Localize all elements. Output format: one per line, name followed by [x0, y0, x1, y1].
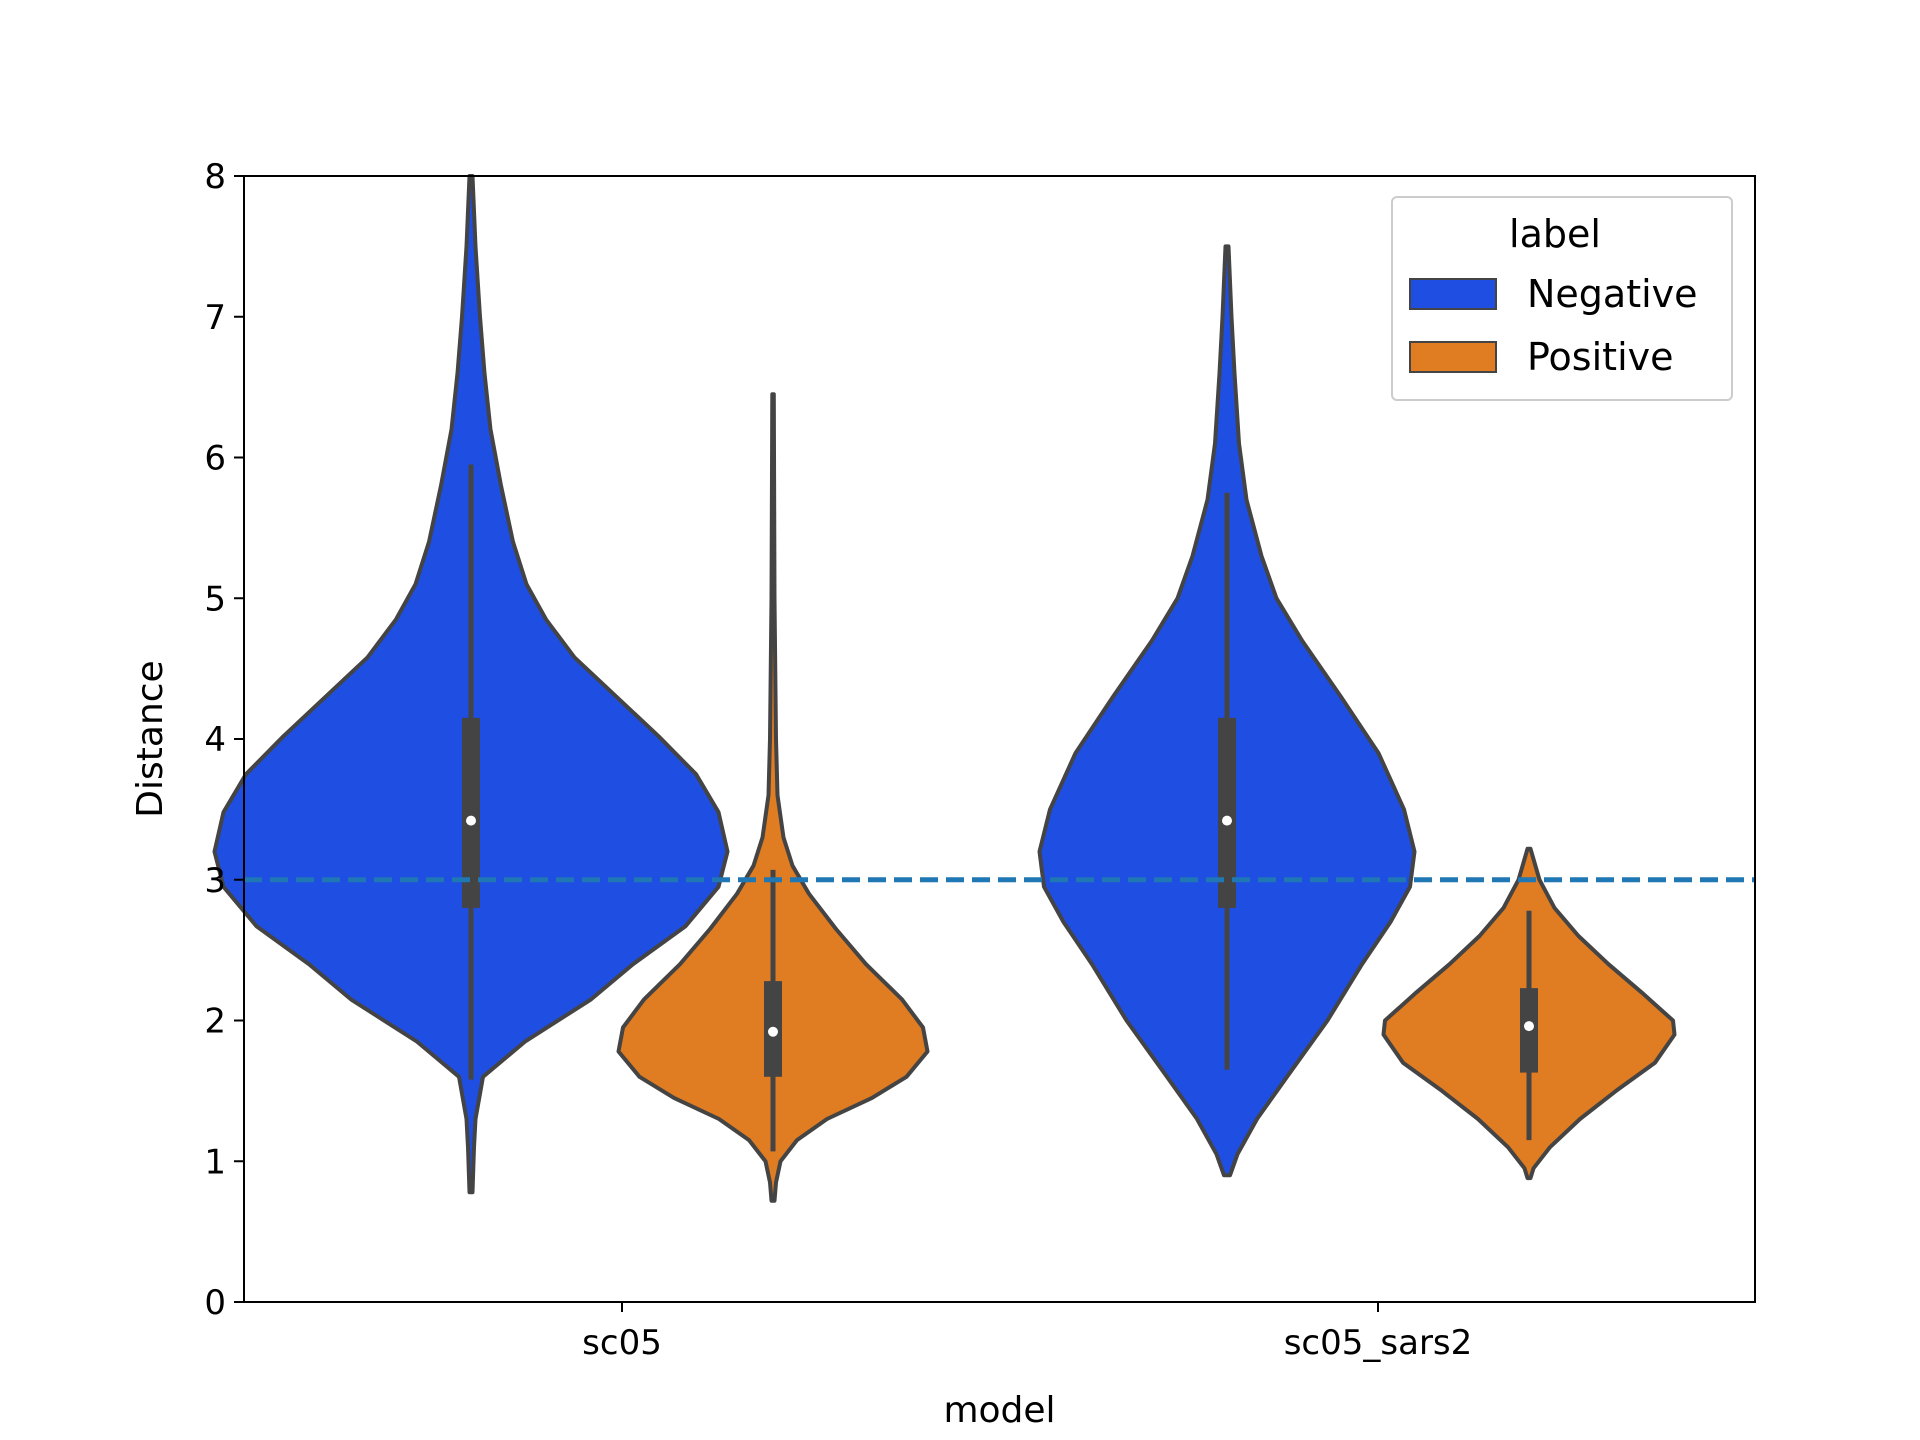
- violin-positive-sc05: [616, 392, 930, 1203]
- x-tick-label: sc05_sars2: [1284, 1323, 1473, 1363]
- iqr-box-negative-sc05: [462, 717, 480, 908]
- y-tick-label: 1: [204, 1142, 226, 1182]
- y-tick-label: 2: [204, 1002, 226, 1042]
- y-tick-label: 5: [204, 579, 226, 619]
- x-axis: sc05 sc05_sars2: [582, 1302, 1472, 1363]
- y-tick-label: 0: [204, 1283, 226, 1323]
- legend: label Negative Positive: [1391, 196, 1733, 401]
- x-tick-label: sc05: [582, 1323, 662, 1363]
- y-tick-label: 4: [204, 720, 226, 760]
- boxes-layer: [462, 464, 1538, 1152]
- y-tick-label: 3: [204, 861, 226, 901]
- y-axis-label: Distance: [130, 660, 171, 817]
- median-dot-negative-sc05: [466, 815, 476, 826]
- median-dot-positive-sc05: [768, 1026, 778, 1037]
- legend-swatch-negative: [1409, 278, 1497, 310]
- x-axis-label: model: [943, 1390, 1055, 1431]
- legend-swatch-positive: [1409, 341, 1497, 373]
- median-dot-positive-sc05-sars2: [1524, 1021, 1534, 1032]
- y-tick-label: 8: [204, 157, 226, 197]
- legend-title: label: [1509, 212, 1601, 256]
- y-tick-label: 6: [204, 439, 226, 479]
- legend-label-negative: Negative: [1527, 272, 1698, 316]
- median-dot-negative-sc05-sars2: [1222, 815, 1232, 826]
- legend-label-positive: Positive: [1527, 335, 1674, 379]
- y-axis: 0 1 2 3 4 5 6 7 8: [204, 157, 244, 1323]
- legend-entries: Negative Positive: [1409, 272, 1698, 379]
- iqr-box-negative-sc05-sars2: [1218, 717, 1236, 908]
- y-tick-label: 7: [204, 298, 226, 338]
